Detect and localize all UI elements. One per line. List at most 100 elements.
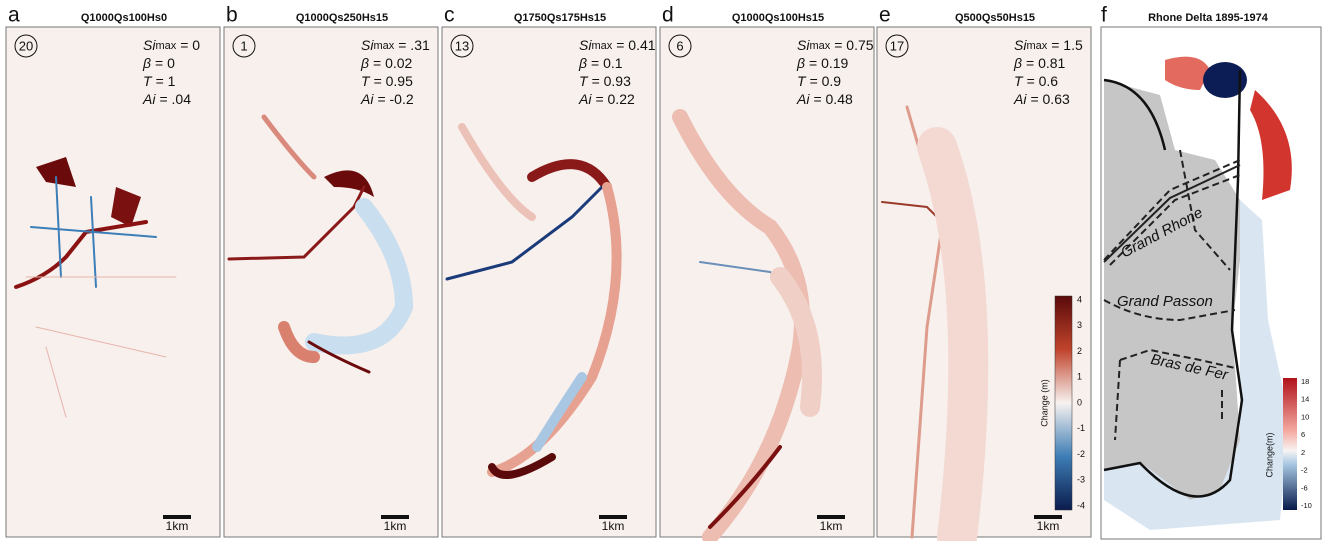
colorbar-tick: 0 xyxy=(1077,397,1082,407)
scale-label: 1km xyxy=(166,519,189,533)
pattern xyxy=(917,127,989,541)
parameter-value: = 0.81 xyxy=(1026,55,1066,71)
deposition xyxy=(1250,90,1292,200)
parameter-symbol: Ai xyxy=(142,91,156,107)
parameter-symbol: Ai xyxy=(578,91,592,107)
parameter-value: = 0.75 xyxy=(834,37,874,53)
scale-bar xyxy=(817,515,845,519)
panel-title: Q1750Qs175Hs15 xyxy=(514,12,606,24)
scale-label: 1km xyxy=(820,519,843,533)
map xyxy=(14,157,177,418)
parameter: β = 0.02 xyxy=(360,55,413,71)
parameter-value: = 0.63 xyxy=(1030,91,1070,107)
parameter-value: = 0.1 xyxy=(591,55,623,71)
parameter-symbol: β xyxy=(578,55,587,71)
parameter: β = 0 xyxy=(142,55,175,71)
colorbar-tick: -4 xyxy=(1077,500,1085,510)
panel-letter: e xyxy=(879,4,891,27)
colorbar-tick: -2 xyxy=(1301,466,1308,475)
run-number: 17 xyxy=(890,38,904,53)
scale-label: 1km xyxy=(602,519,625,533)
parameter-value: = .31 xyxy=(398,37,430,53)
parameter-symbol: β xyxy=(1013,55,1022,71)
run-number: 6 xyxy=(676,38,683,53)
panel-title: Q1000Qs100Hs15 xyxy=(732,12,824,24)
parameter-value: = 1 xyxy=(156,73,176,89)
parameter-value: = 0.22 xyxy=(595,91,635,107)
scale-bar xyxy=(599,515,627,519)
colorbar-tick: -10 xyxy=(1301,501,1312,510)
panel-letter: d xyxy=(662,4,674,27)
parameter-value: = .04 xyxy=(159,91,191,107)
pattern xyxy=(488,453,556,479)
colorbar-tick: 2 xyxy=(1077,346,1082,356)
map xyxy=(445,123,622,479)
colorbar-tick: 2 xyxy=(1301,448,1305,457)
pattern xyxy=(30,176,157,288)
colorbar-label: Change(m) xyxy=(1264,432,1274,477)
parameter: Simax = .31 xyxy=(361,37,430,53)
parameter-symbol: Si xyxy=(579,37,592,53)
colorbar-tick: 6 xyxy=(1301,430,1305,439)
parameter-value: = 0.93 xyxy=(592,73,632,89)
run-circle xyxy=(668,34,692,58)
land xyxy=(1104,80,1240,500)
pattern xyxy=(36,157,76,187)
parameter-subscript: max xyxy=(373,40,394,52)
parameter: T = 0.95 xyxy=(361,73,413,89)
parameter-subscript: max xyxy=(809,40,830,52)
map xyxy=(672,109,822,541)
pattern xyxy=(445,185,604,281)
parameter: Ai = 0.22 xyxy=(578,91,635,107)
parameter: Simax = 0.41 xyxy=(579,37,656,53)
panel-title: Rhone Delta 1895-1974 xyxy=(1148,12,1269,24)
colorbar-tick: 1 xyxy=(1077,372,1082,382)
parameter: T = 0.93 xyxy=(579,73,631,89)
panel-letter: f xyxy=(1101,4,1107,27)
run-circle xyxy=(14,34,38,58)
map xyxy=(881,105,989,541)
colorbar-tick: 4 xyxy=(1077,294,1082,304)
parameter-value: = 0.41 xyxy=(616,37,656,53)
pattern xyxy=(278,321,320,363)
colorbar-tick: -6 xyxy=(1301,483,1308,492)
erosion xyxy=(1104,200,1290,530)
colorbar-tick: 18 xyxy=(1301,377,1309,386)
parameter-symbol: Si xyxy=(1014,37,1027,53)
channel xyxy=(1103,149,1241,441)
panel-frame xyxy=(5,26,221,538)
parameter-symbol: T xyxy=(361,73,371,89)
parameter-value: = 0.9 xyxy=(810,73,842,89)
colorbar-tick: -3 xyxy=(1077,475,1085,485)
panel-title: Q500Qs50Hs15 xyxy=(955,12,1035,24)
parameter: Ai = .04 xyxy=(142,91,191,107)
pattern xyxy=(305,198,414,355)
parameter-symbol: Si xyxy=(797,37,810,53)
channel-label: Grand Passon xyxy=(1117,293,1213,310)
pattern xyxy=(25,276,177,418)
pattern xyxy=(487,182,622,477)
run-circle xyxy=(885,34,909,58)
parameter-symbol: β xyxy=(142,55,151,71)
pattern xyxy=(708,445,782,529)
colorbar-label: Change (m) xyxy=(1039,379,1049,427)
parameter-symbol: Si xyxy=(143,37,156,53)
colorbar-tick: 3 xyxy=(1077,320,1082,330)
pattern xyxy=(227,185,366,261)
pattern xyxy=(770,267,822,417)
pattern xyxy=(111,187,141,227)
parameter-value: = 0.48 xyxy=(813,91,853,107)
parameter-symbol: Si xyxy=(361,37,374,53)
scale-bar xyxy=(1034,515,1062,519)
colorbar-tick: 10 xyxy=(1301,412,1309,421)
run-number: 13 xyxy=(455,38,469,53)
parameter: T = 0.9 xyxy=(797,73,841,89)
parameter-value: = 0.19 xyxy=(809,55,849,71)
parameter-symbol: T xyxy=(579,73,589,89)
pattern xyxy=(307,340,371,374)
colorbar-tick: -2 xyxy=(1077,449,1085,459)
